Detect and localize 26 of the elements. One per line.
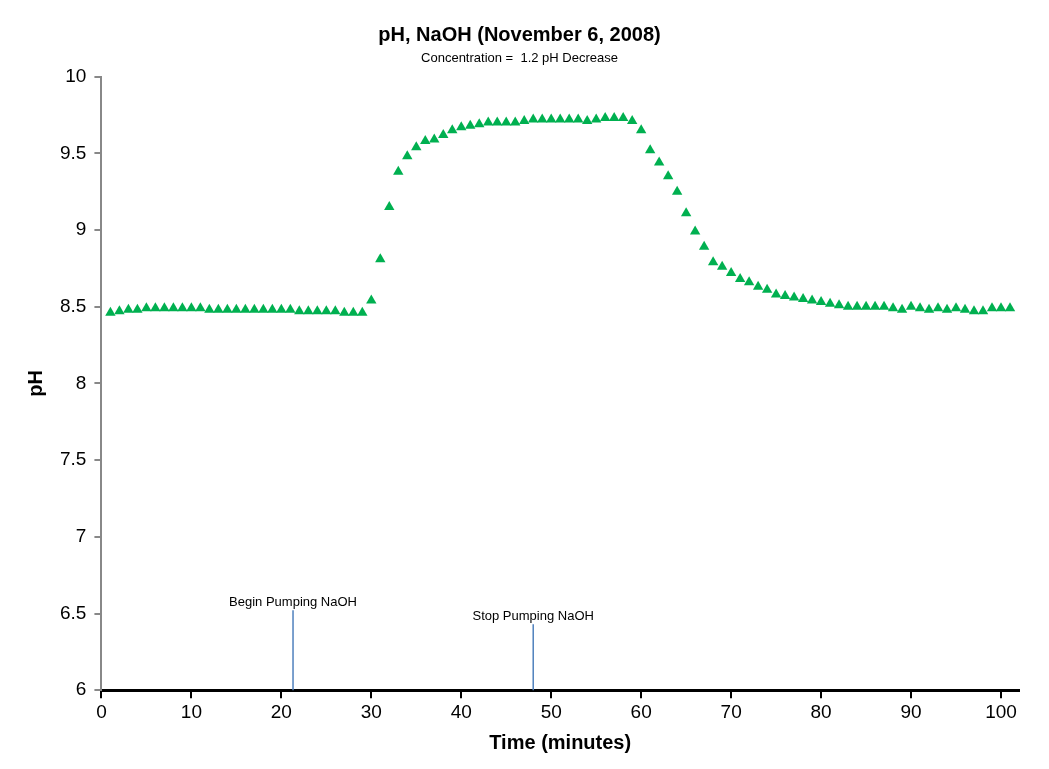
y-tick-label: 6.5	[59, 601, 87, 623]
x-tick-label: 80	[810, 700, 832, 722]
x-tick-label: 30	[360, 700, 382, 722]
x-tick-label: 70	[720, 700, 742, 722]
y-tick-label: 7	[75, 525, 87, 547]
x-tick-label: 50	[540, 700, 562, 722]
y-axis-title: pH	[23, 370, 46, 397]
x-axis-title: Time (minutes)	[489, 730, 632, 753]
y-tick-label: 8	[75, 371, 87, 393]
ref-line-label: Stop Pumping NaOH	[472, 608, 594, 624]
x-tick-label: 60	[630, 700, 652, 722]
x-tick-label: 0	[96, 700, 107, 722]
chart-title: pH, NaOH (November 6, 2008)	[378, 22, 661, 45]
x-tick-label: 100	[985, 700, 1017, 722]
x-tick-label: 10	[180, 700, 202, 722]
x-tick-label: 40	[450, 700, 472, 722]
y-tick-label: 7.5	[59, 448, 87, 470]
y-tick-label: 8.5	[59, 294, 87, 316]
x-tick-label: 90	[900, 700, 922, 722]
y-tick-label: 9.5	[59, 141, 87, 163]
y-tick-label: 9	[75, 218, 87, 240]
ref-line-label: Begin Pumping NaOH	[229, 594, 357, 610]
y-tick-label: 10	[65, 64, 87, 86]
chart-subtitle: Concentration = 1.2 pH Decrease	[421, 50, 618, 66]
y-tick-label: 6	[75, 678, 87, 700]
x-tick-label: 20	[270, 700, 292, 722]
